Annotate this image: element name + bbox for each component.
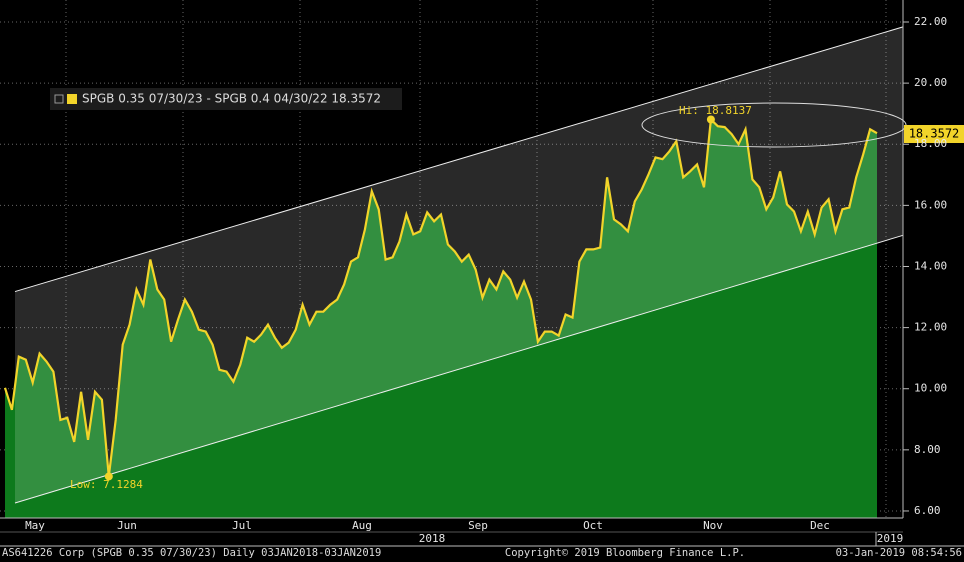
y-tick-label: 22.00 (914, 15, 947, 28)
legend-text: SPGB 0.35 07/30/23 - SPGB 0.4 04/30/22 1… (82, 92, 381, 106)
x-tick-label: Jul (232, 519, 252, 532)
y-tick-label: 16.00 (914, 198, 947, 211)
y-tick-label: 14.00 (914, 259, 947, 272)
x-tick-label: Sep (468, 519, 488, 532)
y-tick-label: 20.00 (914, 76, 947, 89)
y-tick-label: 6.00 (914, 504, 941, 517)
x-tick-label: Dec (810, 519, 830, 532)
year-label: 2018 (419, 532, 446, 545)
channel-fill (15, 26, 903, 504)
x-tick-label: Oct (583, 519, 603, 532)
high-marker (706, 115, 715, 124)
plot (3, 26, 904, 518)
footer-left: AS641226 Corp (SPGB 0.35 07/30/23) Daily… (2, 547, 381, 559)
footer-center: Copyright© 2019 Bloomberg Finance L.P. (505, 547, 745, 559)
year-label: 2019 (877, 532, 904, 545)
y-tick-label: 10.00 (914, 382, 947, 395)
y-tick-label: 12.00 (914, 321, 947, 334)
channel-lower (14, 234, 904, 504)
area (5, 119, 877, 518)
line (3, 117, 878, 477)
high-label: Hi: 18.8137 (679, 104, 752, 117)
last-label: 18.3572 (909, 127, 960, 141)
legend-swatch (67, 94, 77, 104)
y-tick-label: 8.00 (914, 443, 941, 456)
x-tick-label: May (25, 519, 45, 532)
low-label: Low: 7.1284 (70, 478, 143, 491)
legend-toggle[interactable] (54, 94, 64, 104)
channel-upper (14, 26, 904, 293)
x-tick-label: Nov (703, 519, 723, 532)
low-marker (104, 472, 113, 481)
last-tag (904, 125, 964, 143)
y-tick-label: 18.00 (914, 137, 947, 150)
legend-box (50, 88, 402, 110)
x-tick-label: Jun (117, 519, 137, 532)
footer-right: 03-Jan-2019 08:54:56 (836, 547, 962, 559)
x-tick-label: Aug (352, 519, 372, 532)
